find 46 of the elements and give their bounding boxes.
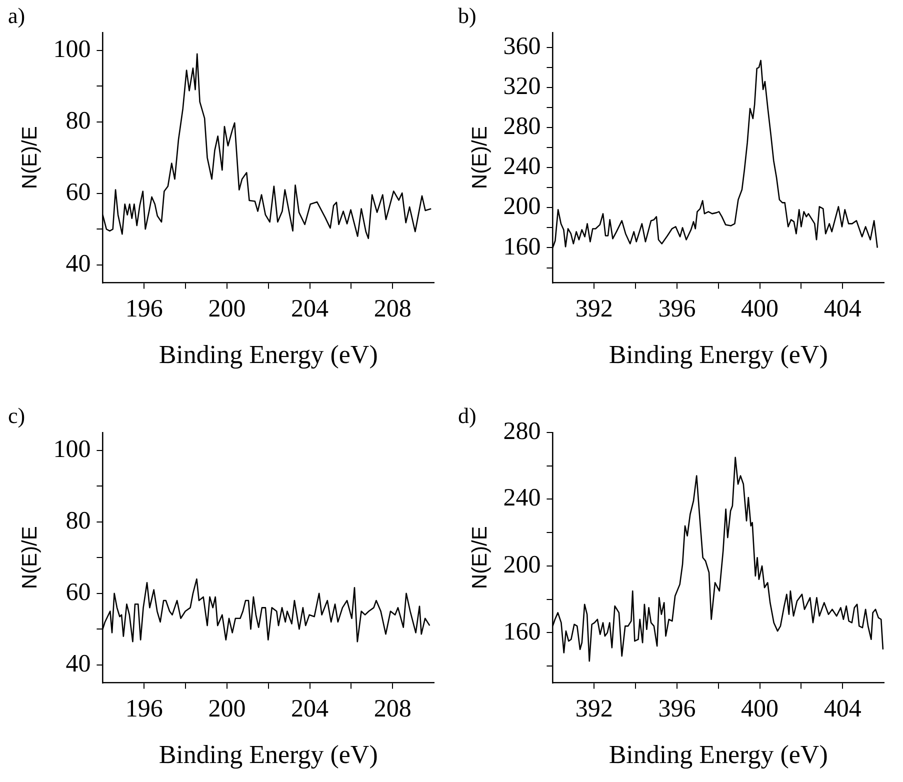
x-tick-label: 196	[125, 695, 163, 722]
y-axis-title: N(E)/E	[18, 126, 42, 190]
x-tick-label: 396	[658, 695, 696, 722]
x-tick-label: 392	[575, 295, 613, 322]
y-axis-title: N(E)/E	[468, 526, 492, 590]
y-axis-title: N(E)/E	[18, 526, 42, 590]
x-axis-title: Binding Energy (eV)	[608, 340, 828, 370]
x-tick-label: 400	[741, 695, 779, 722]
y-tick-label: 40	[66, 650, 91, 678]
y-tick-label: 160	[503, 233, 541, 260]
x-tick-label: 200	[208, 695, 246, 722]
x-tick-label: 196	[125, 295, 163, 322]
y-tick-label: 240	[503, 484, 541, 512]
y-tick-label: 100	[53, 436, 91, 463]
y-tick-label: 80	[66, 507, 91, 534]
y-tick-label: 280	[503, 418, 541, 445]
chart-title: d)	[458, 402, 476, 428]
x-tick-label: 200	[208, 295, 246, 322]
y-tick-label: 280	[503, 113, 541, 140]
x-tick-label: 400	[741, 295, 779, 322]
y-tick-label: 60	[66, 578, 91, 606]
x-tick-label: 404	[824, 295, 862, 322]
x-tick-label: 204	[291, 295, 330, 322]
x-axis-title: Binding Energy (eV)	[608, 740, 828, 770]
x-tick-label: 204	[291, 695, 330, 722]
y-tick-label: 200	[503, 193, 541, 220]
y-tick-label: 200	[503, 552, 541, 579]
y-tick-label: 360	[503, 32, 541, 60]
x-tick-label: 208	[374, 295, 412, 322]
chart-title: a)	[8, 2, 26, 28]
x-axis-title: Binding Energy (eV)	[158, 340, 378, 370]
x-tick-label: 396	[658, 295, 696, 322]
y-tick-label: 80	[66, 107, 91, 134]
y-tick-label: 320	[503, 73, 541, 100]
y-tick-label: 60	[66, 178, 91, 206]
chart-title: c)	[8, 402, 26, 428]
x-tick-label: 208	[374, 695, 412, 722]
x-tick-label: 404	[824, 695, 862, 722]
y-tick-label: 160	[503, 618, 541, 646]
y-tick-label: 100	[53, 36, 91, 63]
y-axis-title: N(E)/E	[468, 126, 492, 190]
chart-title: b)	[458, 2, 476, 28]
y-tick-label: 40	[66, 250, 91, 278]
y-tick-label: 240	[503, 153, 541, 180]
x-axis-title: Binding Energy (eV)	[158, 740, 378, 770]
x-tick-label: 392	[575, 695, 613, 722]
